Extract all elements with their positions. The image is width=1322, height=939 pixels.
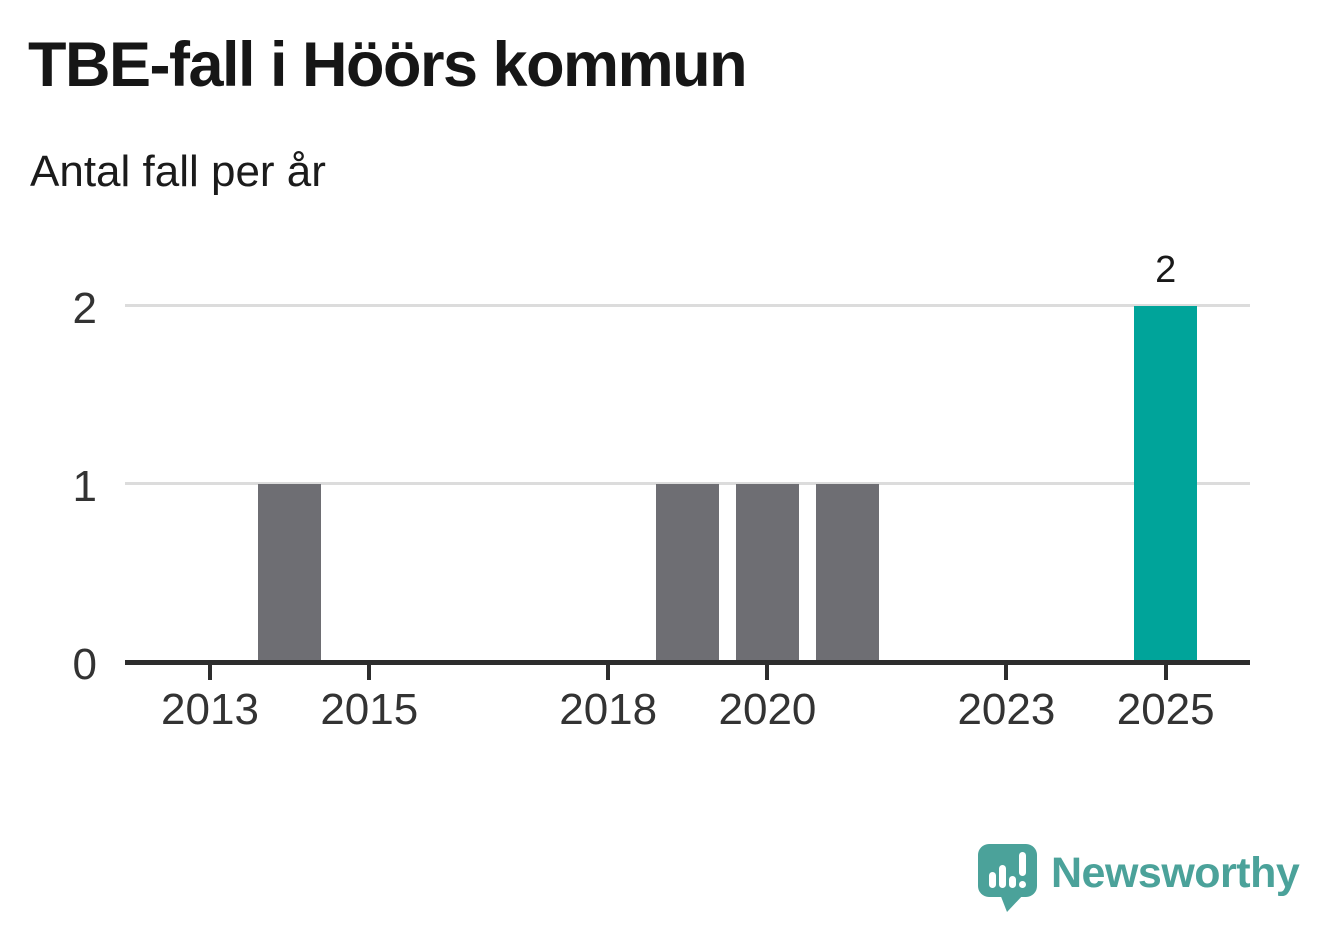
x-axis-line [125,660,1250,665]
y-axis-tick-label-1: 1 [72,462,97,511]
plot-area: 0 1 2 2 2013 2015 2018 2020 2023 2025 [73,230,1250,734]
newsworthy-logo: Newsworthy [978,844,1308,919]
bar-2014 [258,484,322,662]
x-axis-tick-2025 [1163,665,1168,680]
x-axis-tick-label-2023: 2023 [957,685,1056,734]
y-axis-tick-label-2: 2 [72,284,97,333]
chart-subtitle: Antal fall per år [30,147,326,196]
newsworthy-wordmark: Newsworthy [1051,849,1300,897]
bar-2021 [815,484,879,662]
x-axis-tick-2020 [765,665,770,680]
x-axis-tick-2015 [367,665,372,680]
x-axis-tick-label-2018: 2018 [559,685,658,734]
gridline-y-2 [125,304,1250,307]
x-axis-tick-2013 [208,665,212,680]
bar-value-label-2025: 2 [1155,249,1177,291]
newsworthy-speech-bubble-bar-chart-icon [978,844,1037,912]
x-axis-tick-label-2025: 2025 [1116,685,1215,734]
bar-2025 [1134,306,1198,662]
bar-2020 [735,484,799,662]
x-axis-tick-2018 [606,665,611,680]
x-axis-tick-label-2015: 2015 [320,685,419,734]
gridline-y-1 [125,482,1250,485]
x-axis-tick-label-2013: 2013 [161,685,259,734]
x-axis-tick-2023 [1004,665,1009,680]
y-axis-tick-label-0: 0 [72,640,97,689]
chart-title: TBE-fall i Höörs kommun [28,30,748,100]
x-axis-tick-label-2020: 2020 [718,685,817,734]
bar-2019 [656,484,720,662]
